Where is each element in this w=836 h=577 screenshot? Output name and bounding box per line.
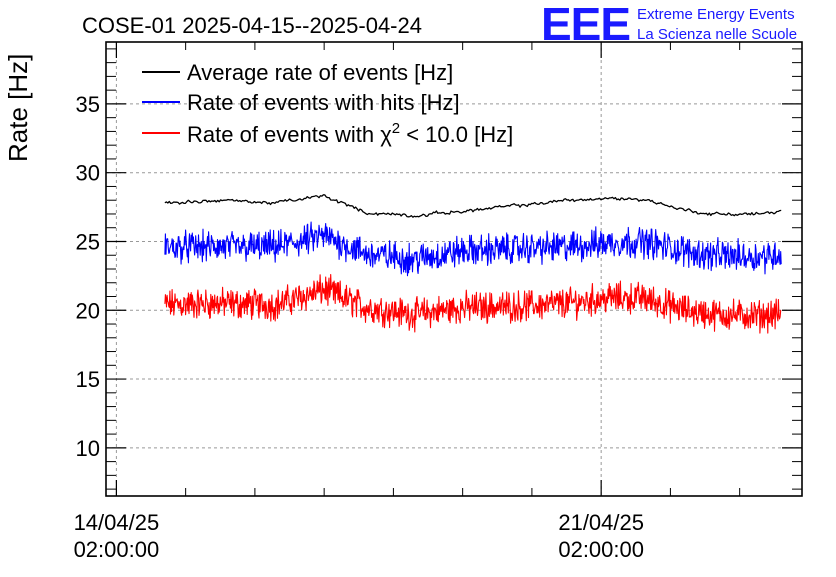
legend-label-hits: Rate of events with hits [Hz]: [187, 90, 460, 115]
y-tick-label: 30: [76, 161, 100, 186]
series-line-average: [164, 194, 782, 218]
x-tick-label-date: 14/04/25: [74, 510, 160, 535]
y-tick-label: 25: [76, 229, 100, 254]
axis-ticks: [106, 42, 802, 496]
y-tick-label: 15: [76, 367, 100, 392]
chart-title: COSE-01 2025-04-15--2025-04-24: [82, 13, 422, 38]
legend-label-chi2-sup: 2: [392, 120, 400, 137]
legend-label-chi2-tail: < 10.0 [Hz]: [400, 122, 513, 147]
legend-entry-chi2: Rate of events with χ2 < 10.0 [Hz]: [142, 120, 513, 147]
y-tick-label: 35: [76, 92, 100, 117]
series-line-hits: [164, 221, 782, 277]
y-axis-label: Rate [Hz]: [3, 54, 33, 162]
legend-entry-average: Average rate of events [Hz]: [142, 60, 453, 85]
eee-logo: EEE Extreme Energy Events La Scienza nel…: [541, 0, 797, 50]
y-tick-label: 20: [76, 298, 100, 323]
legend: Average rate of events [Hz] Rate of even…: [142, 60, 513, 147]
y-tick-label: 10: [76, 436, 100, 461]
axis-tick-labels: 10152025303514/04/2502:00:0021/04/2502:0…: [74, 92, 644, 562]
eee-logo-line2: La Scienza nelle Scuole: [637, 26, 797, 43]
x-tick-label-date: 21/04/25: [558, 510, 644, 535]
legend-label-chi2: Rate of events with χ2 < 10.0 [Hz]: [187, 120, 513, 147]
legend-entry-hits: Rate of events with hits [Hz]: [142, 90, 460, 115]
x-tick-label-time: 02:00:00: [74, 537, 160, 562]
grid-lines: [106, 42, 802, 496]
eee-logo-line1: Extreme Energy Events: [637, 6, 795, 23]
series-line-chi2: [164, 273, 782, 334]
legend-label-chi2-main: Rate of events with χ: [187, 122, 392, 147]
series-layer: [164, 194, 782, 334]
legend-label-average: Average rate of events [Hz]: [187, 60, 453, 85]
x-tick-label-time: 02:00:00: [558, 537, 644, 562]
